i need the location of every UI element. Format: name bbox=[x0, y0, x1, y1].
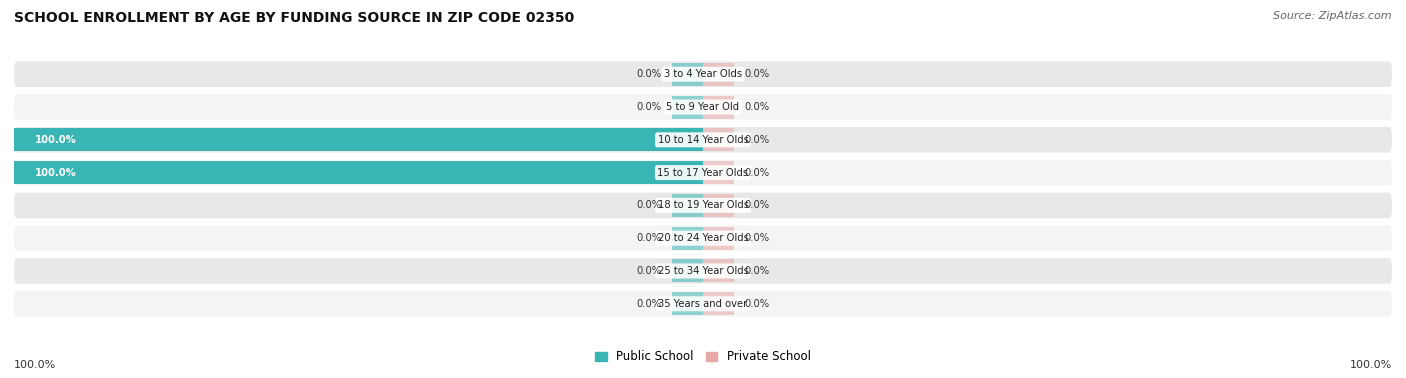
Bar bbox=[672, 260, 703, 282]
Bar bbox=[703, 129, 734, 151]
Text: 100.0%: 100.0% bbox=[1350, 361, 1392, 370]
Text: Source: ZipAtlas.com: Source: ZipAtlas.com bbox=[1274, 11, 1392, 21]
Text: 0.0%: 0.0% bbox=[744, 135, 769, 145]
FancyBboxPatch shape bbox=[14, 291, 1392, 316]
Text: 0.0%: 0.0% bbox=[744, 167, 769, 178]
Bar bbox=[703, 194, 734, 217]
Text: 25 to 34 Year Olds: 25 to 34 Year Olds bbox=[658, 266, 748, 276]
Bar bbox=[672, 292, 703, 315]
Text: 0.0%: 0.0% bbox=[637, 69, 662, 79]
Bar bbox=[14, 129, 703, 151]
Bar bbox=[703, 260, 734, 282]
Text: 3 to 4 Year Olds: 3 to 4 Year Olds bbox=[664, 69, 742, 79]
Text: 10 to 14 Year Olds: 10 to 14 Year Olds bbox=[658, 135, 748, 145]
FancyBboxPatch shape bbox=[14, 160, 1392, 185]
FancyBboxPatch shape bbox=[14, 127, 1392, 153]
Text: 18 to 19 Year Olds: 18 to 19 Year Olds bbox=[658, 200, 748, 211]
FancyBboxPatch shape bbox=[14, 258, 1392, 284]
Text: 0.0%: 0.0% bbox=[637, 299, 662, 309]
Bar bbox=[672, 63, 703, 86]
Bar bbox=[703, 96, 734, 118]
Text: 0.0%: 0.0% bbox=[744, 299, 769, 309]
Text: 100.0%: 100.0% bbox=[35, 167, 76, 178]
Text: 100.0%: 100.0% bbox=[35, 135, 76, 145]
Bar bbox=[703, 227, 734, 249]
Text: 20 to 24 Year Olds: 20 to 24 Year Olds bbox=[658, 233, 748, 243]
Text: SCHOOL ENROLLMENT BY AGE BY FUNDING SOURCE IN ZIP CODE 02350: SCHOOL ENROLLMENT BY AGE BY FUNDING SOUR… bbox=[14, 11, 574, 25]
Legend: Public School, Private School: Public School, Private School bbox=[591, 346, 815, 368]
Bar bbox=[703, 292, 734, 315]
Text: 0.0%: 0.0% bbox=[744, 69, 769, 79]
Text: 0.0%: 0.0% bbox=[637, 266, 662, 276]
Text: 100.0%: 100.0% bbox=[14, 361, 56, 370]
Bar bbox=[672, 227, 703, 249]
Text: 35 Years and over: 35 Years and over bbox=[658, 299, 748, 309]
Bar bbox=[672, 96, 703, 118]
Bar bbox=[703, 63, 734, 86]
Text: 0.0%: 0.0% bbox=[637, 102, 662, 112]
Bar bbox=[14, 161, 703, 184]
Text: 0.0%: 0.0% bbox=[744, 200, 769, 211]
Bar bbox=[703, 161, 734, 184]
Text: 0.0%: 0.0% bbox=[744, 266, 769, 276]
FancyBboxPatch shape bbox=[14, 94, 1392, 120]
FancyBboxPatch shape bbox=[14, 193, 1392, 218]
Text: 0.0%: 0.0% bbox=[637, 233, 662, 243]
FancyBboxPatch shape bbox=[14, 62, 1392, 87]
FancyBboxPatch shape bbox=[14, 225, 1392, 251]
Text: 0.0%: 0.0% bbox=[744, 233, 769, 243]
Text: 0.0%: 0.0% bbox=[637, 200, 662, 211]
Text: 0.0%: 0.0% bbox=[744, 102, 769, 112]
Text: 15 to 17 Year Olds: 15 to 17 Year Olds bbox=[658, 167, 748, 178]
Text: 5 to 9 Year Old: 5 to 9 Year Old bbox=[666, 102, 740, 112]
Bar bbox=[672, 194, 703, 217]
